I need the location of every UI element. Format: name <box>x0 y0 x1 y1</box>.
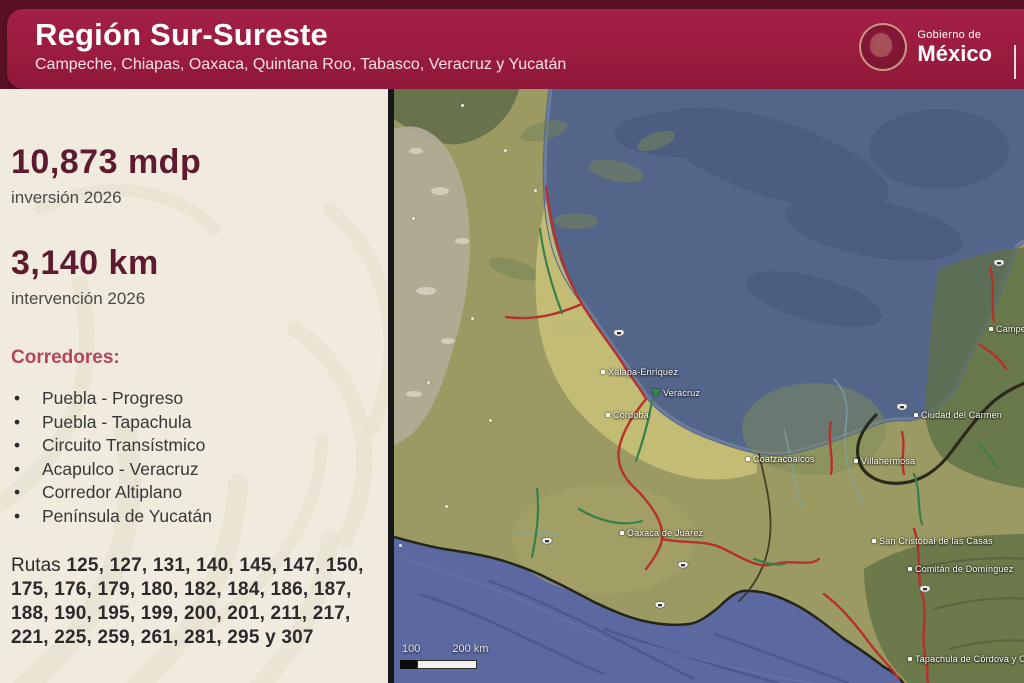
highway-shield-icon <box>613 326 626 344</box>
map-city-label: Comitán de Domínguez <box>908 564 1014 574</box>
city-name-text: Córdoba <box>613 410 649 420</box>
highway-shield-icon <box>654 598 667 616</box>
routes-prefix: Rutas <box>11 555 61 576</box>
logo-line2: México <box>917 40 992 66</box>
header-divider <box>1014 45 1016 79</box>
info-panel: 10,873 mdp inversión 2026 3,140 km inter… <box>0 89 389 683</box>
city-name-text: Comitán de Domínguez <box>915 564 1014 574</box>
scalebar-label-200km: 200 km <box>452 643 489 655</box>
scalebar-bar <box>400 660 477 669</box>
city-name-text: San Cristóbal de las Casas <box>879 536 993 546</box>
town-dot <box>445 505 448 508</box>
header-text: Región Sur-Sureste Campeche, Chiapas, Oa… <box>35 17 566 74</box>
city-name-text: Villahermosa <box>861 456 916 466</box>
highway-shields-layer <box>394 89 1024 683</box>
map-city-label: Veracruz <box>652 388 700 398</box>
routes-numbers: 125, 127, 131, 140, 145, 147, 150, 175, … <box>11 555 364 648</box>
town-dot <box>461 104 464 107</box>
city-dot-icon <box>620 531 624 535</box>
corridor-item: Acapulco - Veracruz <box>11 458 375 482</box>
stat-investment-value: 10,873 mdp <box>11 143 202 181</box>
page-title: Región Sur-Sureste <box>35 17 328 52</box>
corridor-item: Corredor Altiplano <box>11 481 375 505</box>
scalebar-labels: 100 200 km <box>400 643 530 655</box>
map-terrain-graphic <box>394 89 1024 683</box>
city-dot-icon <box>872 539 876 543</box>
corridor-item: Circuito Transístmico <box>11 434 375 458</box>
city-dot-icon <box>854 459 858 463</box>
map-city-label: Campeche <box>989 324 1024 334</box>
city-dot-icon <box>908 657 912 661</box>
town-dot <box>489 419 492 422</box>
highway-shield-icon <box>993 256 1006 274</box>
city-dot-icon <box>601 370 605 374</box>
city-name-text: Xalapa-Enríquez <box>608 367 679 377</box>
map-city-label: Oaxaca de Juárez <box>620 528 703 538</box>
city-name-text: Campeche <box>996 324 1024 334</box>
town-dot <box>471 317 474 320</box>
government-logo: Gobierno de México <box>859 23 992 71</box>
city-name-text: Tapachula de Córdova y O <box>915 654 1024 664</box>
routes-paragraph: Rutas 125, 127, 131, 140, 145, 147, 150, … <box>11 554 383 650</box>
stat-investment-label: inversión 2026 <box>11 188 122 207</box>
highway-shield-icon <box>896 400 909 418</box>
map-city-label: Ciudad del Carmen <box>914 410 1002 420</box>
satellite-map: Xalapa-Enríquez Veracruz Córdoba Coatzacoal… <box>388 89 1024 683</box>
city-dot-icon <box>989 327 993 331</box>
city-name-text: Coatzacoalcos <box>753 454 815 464</box>
town-dot <box>504 149 507 152</box>
stat-length-value: 3,140 km <box>11 244 159 282</box>
map-scalebar: 100 200 km <box>400 643 530 669</box>
map-city-label: San Cristóbal de las Casas <box>872 536 993 546</box>
town-dot <box>412 217 415 220</box>
city-name-text: Ciudad del Carmen <box>921 410 1002 420</box>
stat-investment: 10,873 mdp inversión 2026 <box>11 145 375 208</box>
map-city-label: Villahermosa <box>854 456 915 466</box>
city-dot-icon <box>606 413 610 417</box>
corridor-item: Península de Yucatán <box>11 505 375 529</box>
corridor-item: Puebla - Progreso <box>11 387 375 411</box>
town-dot <box>534 189 537 192</box>
header-band: Región Sur-Sureste Campeche, Chiapas, Oa… <box>7 9 1024 89</box>
city-dot-icon <box>914 413 918 417</box>
scalebar-black-segment <box>400 660 417 669</box>
highway-shield-icon <box>677 558 690 576</box>
sidebar-content: 10,873 mdp inversión 2026 3,140 km inter… <box>0 89 389 650</box>
corridor-item: Puebla - Tapachula <box>11 411 375 435</box>
city-name-text: Oaxaca de Juárez <box>627 528 704 538</box>
town-dot <box>399 544 402 547</box>
stat-length: 3,140 km intervención 2026 <box>11 246 375 309</box>
scalebar-label-100: 100 <box>402 643 421 655</box>
map-city-label: Tapachula de Córdova y O <box>908 654 1024 664</box>
scalebar-white-segment <box>417 660 477 669</box>
city-name-text: Veracruz <box>663 388 701 398</box>
town-dots-layer <box>394 89 1024 683</box>
corridors-heading: Corredores: <box>11 347 120 368</box>
map-pin-icon <box>652 388 660 398</box>
city-dot-icon <box>746 457 750 461</box>
map-city-label: Coatzacoalcos <box>746 454 815 464</box>
map-city-label: Córdoba <box>606 410 649 420</box>
logo-line1: Gobierno de <box>917 28 982 41</box>
highway-shield-icon <box>919 582 932 600</box>
map-city-label: Xalapa-Enríquez <box>601 367 678 377</box>
government-logo-text: Gobierno de México <box>917 28 992 66</box>
city-dot-icon <box>908 567 912 571</box>
city-labels-layer: Xalapa-Enríquez Veracruz Córdoba Coatzacoal… <box>394 89 1024 683</box>
eagle-seal-icon <box>859 23 908 71</box>
highway-shield-icon <box>541 534 554 552</box>
town-dot <box>427 381 430 384</box>
corridor-list: Puebla - Progreso Puebla - Tapachula Cir… <box>11 387 375 528</box>
page-subtitle: Campeche, Chiapas, Oaxaca, Quintana Roo,… <box>35 56 567 73</box>
stat-length-label: intervención 2026 <box>11 289 146 308</box>
